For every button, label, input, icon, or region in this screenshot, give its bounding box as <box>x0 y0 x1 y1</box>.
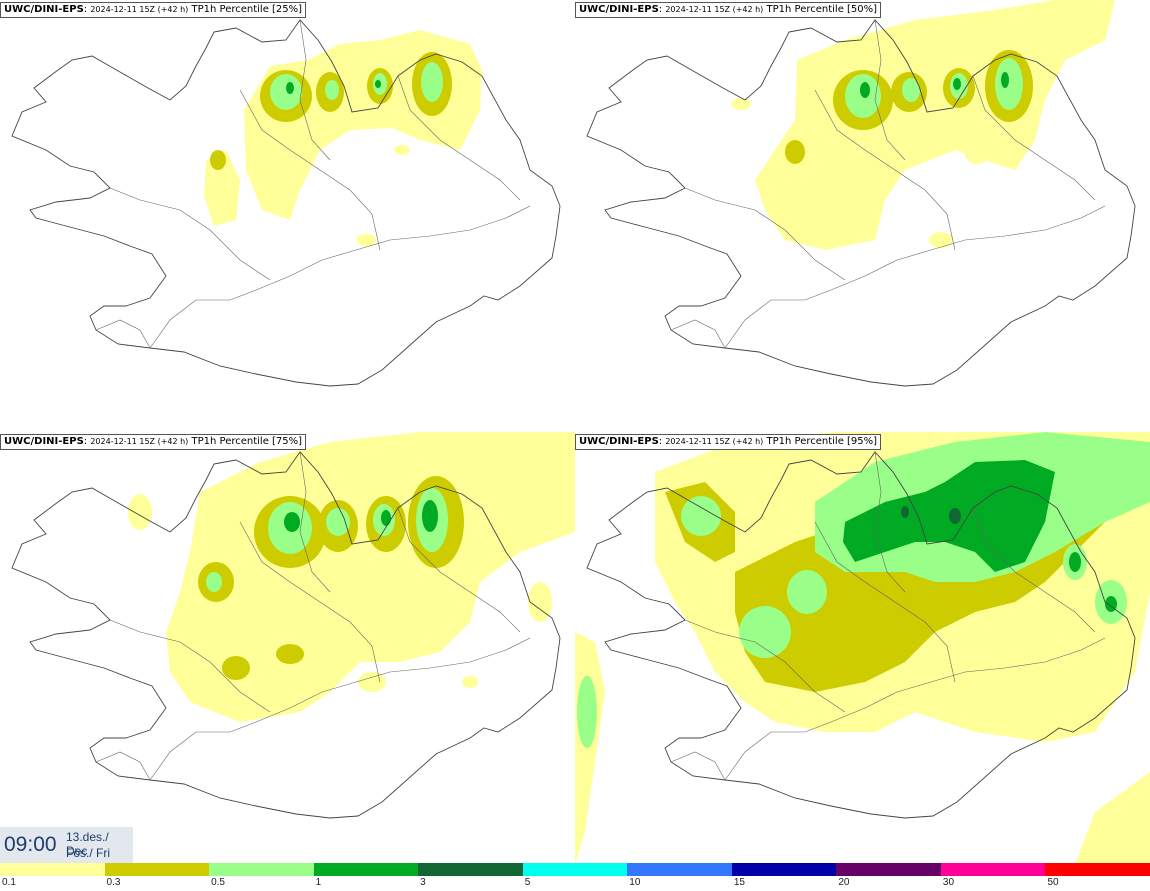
panel-title: UWC/DINI-EPS: 2024-12-11 15Z (+42 h) TP1… <box>575 434 882 450</box>
panel-title: UWC/DINI-EPS: 2024-12-11 15Z (+42 h) TP1… <box>0 434 307 450</box>
run-time: 2024-12-11 15Z (+42 h) <box>90 5 189 14</box>
legend-swatch <box>313 863 419 876</box>
legend-label: 50 <box>1047 877 1059 888</box>
legend-swatch <box>731 863 837 876</box>
model-name: UWC/DINI-EPS <box>4 436 84 447</box>
legend-swatch <box>522 863 628 876</box>
legend-swatch <box>836 863 942 876</box>
product-name: TP1h Percentile [25%] <box>191 4 303 15</box>
run-time: 2024-12-11 15Z (+42 h) <box>90 437 189 446</box>
legend-swatch <box>1045 863 1150 876</box>
run-time: 2024-12-11 15Z (+42 h) <box>665 5 764 14</box>
legend-label: 0.3 <box>106 877 121 888</box>
precip-areas-p25 <box>204 30 482 246</box>
precip-areas-p95 <box>575 432 1150 864</box>
valid-time-box: 09:00 13.des./ Dec Fös./ Fri <box>0 827 133 863</box>
legend-swatch <box>209 863 315 876</box>
valid-weekday: Fös./ Fri <box>66 846 110 860</box>
legend-label: 10 <box>629 877 641 888</box>
map-panel-p25: UWC/DINI-EPS: 2024-12-11 15Z (+42 h) TP1… <box>0 0 575 432</box>
product-name: TP1h Percentile [75%] <box>191 436 303 447</box>
legend-label: 20 <box>838 877 850 888</box>
legend-label: 3 <box>420 877 426 888</box>
model-name: UWC/DINI-EPS <box>579 436 659 447</box>
run-time: 2024-12-11 15Z (+42 h) <box>665 437 764 446</box>
precip-map-p95 <box>575 432 1150 864</box>
model-name: UWC/DINI-EPS <box>579 4 659 15</box>
legend-label: 30 <box>942 877 955 888</box>
precip-map-p25 <box>11 19 561 387</box>
precip-map-p75 <box>11 432 575 819</box>
model-name: UWC/DINI-EPS <box>4 4 84 15</box>
panel-title: UWC/DINI-EPS: 2024-12-11 15Z (+42 h) TP1… <box>575 2 882 18</box>
precip-map-p50 <box>586 0 1136 387</box>
legend-label: 0.5 <box>211 877 225 888</box>
valid-time: 09:00 <box>4 833 57 856</box>
valid-date: 13.des./ Dec <box>66 830 109 858</box>
legend-swatch <box>418 863 524 876</box>
legend-label: 15 <box>733 877 745 888</box>
legend-label: 0.1 <box>2 877 16 888</box>
legend-label: 5 <box>524 877 531 888</box>
map-panel-p95: UWC/DINI-EPS: 2024-12-11 15Z (+42 h) TP1… <box>575 432 1150 864</box>
map-panel-p75: UWC/DINI-EPS: 2024-12-11 15Z (+42 h) TP1… <box>0 432 575 864</box>
legend-colorbar <box>0 863 1150 876</box>
panel-title: UWC/DINI-EPS: 2024-12-11 15Z (+42 h) TP1… <box>0 2 307 18</box>
precip-areas-p50 <box>731 0 1115 250</box>
legend-swatch <box>104 863 210 876</box>
product-name: TP1h Percentile [95%] <box>766 436 878 447</box>
legend-label: 1 <box>315 877 322 888</box>
map-panel-p50: UWC/DINI-EPS: 2024-12-11 15Z (+42 h) TP1… <box>575 0 1150 432</box>
precip-areas-p75 <box>128 432 575 722</box>
legend-swatch <box>0 863 106 876</box>
legend-swatch <box>627 863 733 876</box>
legend-swatch <box>940 863 1046 876</box>
product-name: TP1h Percentile [50%] <box>766 4 878 15</box>
